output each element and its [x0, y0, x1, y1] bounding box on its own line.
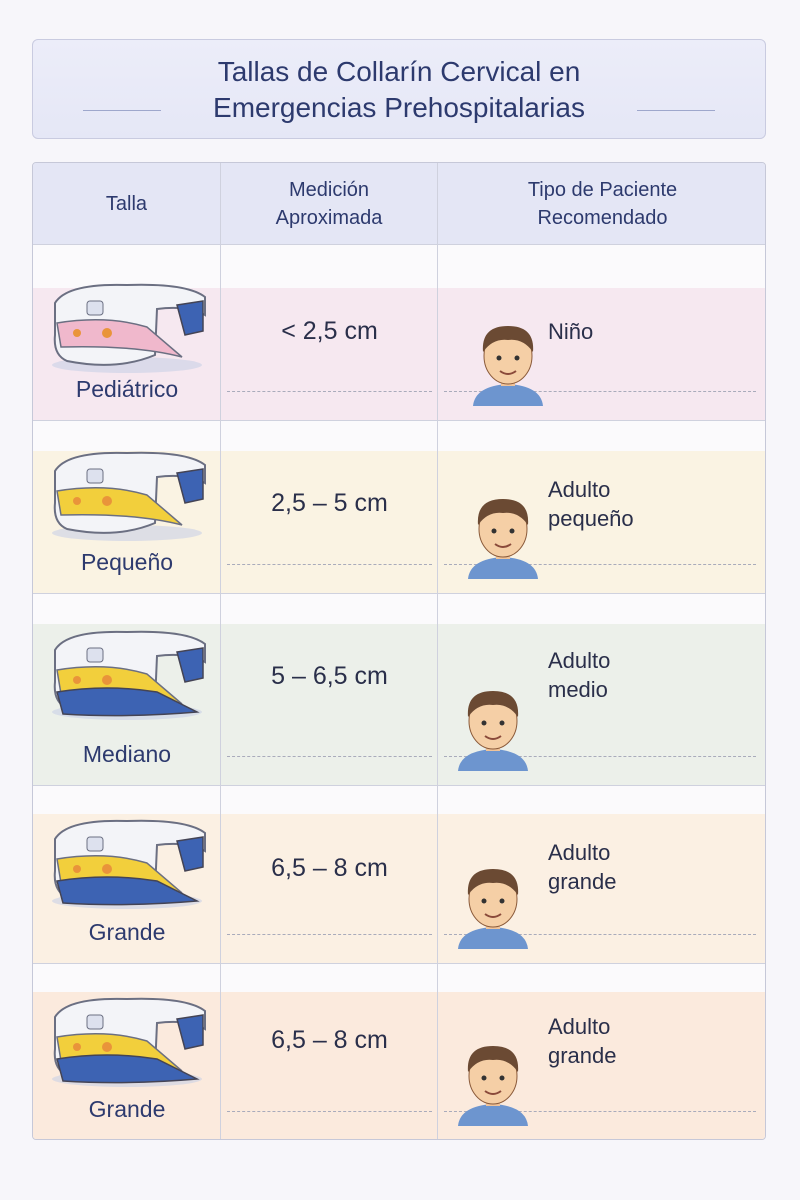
dashed-divider — [444, 934, 756, 935]
dashed-divider — [227, 391, 432, 392]
size-label: Pediátrico — [75, 376, 179, 402]
patient-type-line-2: grande — [548, 869, 617, 894]
dashed-divider — [227, 1111, 432, 1112]
dashed-divider — [444, 391, 756, 392]
measurement-value: 6,5 – 8 cm — [271, 854, 388, 882]
child-avatar-icon — [473, 326, 543, 406]
measurement-cell — [221, 594, 438, 785]
large-collar-icon — [52, 819, 206, 909]
small-collar-icon — [52, 451, 206, 541]
title-banner: Tallas de Collarín Cervical en Emergenci… — [32, 39, 766, 139]
patient-type-line-1: Adulto — [548, 840, 611, 865]
patient-type-line-1: Niño — [548, 319, 594, 344]
size-cell — [33, 964, 221, 1139]
divider — [637, 110, 715, 111]
measurement-value: 5 – 6,5 cm — [271, 662, 388, 690]
size-cell — [33, 421, 221, 593]
patient-type: Adulto pequeño — [548, 475, 634, 533]
measurement-cell — [221, 964, 438, 1139]
measurement-value: 6,5 – 8 cm — [271, 1026, 388, 1054]
table-row: Mediano 5 – 6,5 cm Adulto medio — [33, 594, 765, 786]
size-cell — [33, 786, 221, 963]
size-label: Grande — [88, 1096, 166, 1122]
dashed-divider — [227, 564, 432, 565]
patient-type-line-1: Adulto — [548, 648, 611, 673]
large-collar-icon — [52, 997, 206, 1087]
measurement-cell — [221, 245, 438, 420]
patient-type-line-2: pequeño — [548, 506, 634, 531]
size-label: Pequeño — [80, 549, 174, 575]
table-row: Pediátrico < 2,5 cm Niño — [33, 245, 765, 421]
size-label: Grande — [88, 919, 166, 945]
table-row: Grande 6,5 – 8 cm Adulto grande — [33, 786, 765, 964]
adult-avatar-icon — [458, 691, 528, 771]
dashed-divider — [227, 756, 432, 757]
patient-type: Niño — [548, 317, 593, 346]
table-row: Grande 6,5 – 8 cm Adulto grande — [33, 964, 765, 1139]
adult-avatar-icon — [458, 1046, 528, 1126]
dashed-divider — [227, 934, 432, 935]
patient-type: Adulto medio — [548, 646, 610, 704]
table-row: Pequeño 2,5 – 5 cm Adulto pequeño — [33, 421, 765, 594]
header-patient: Tipo de Paciente Recomendado — [527, 178, 678, 229]
size-cell — [33, 594, 221, 785]
dashed-divider — [444, 564, 756, 565]
adult-avatar-icon — [458, 869, 528, 949]
patient-type-line-1: Adulto — [548, 1014, 611, 1039]
table-header: Talla Medición Aproximada Tipo de Pacien… — [33, 163, 765, 245]
header-measurement: Medición Aproximada — [221, 163, 438, 244]
title-line-2: Emergencias Prehospitalarias — [213, 92, 585, 123]
dashed-divider — [444, 1111, 756, 1112]
patient-type-line-1: Adulto — [548, 477, 611, 502]
patient-type: Adulto grande — [548, 838, 617, 896]
size-cell — [33, 245, 221, 420]
measurement-value: 2,5 – 5 cm — [271, 489, 388, 517]
measurement-value: < 2,5 cm — [281, 317, 378, 345]
medium-collar-icon — [52, 630, 206, 720]
patient-type-line-2: grande — [548, 1043, 617, 1068]
title-line-1: Tallas de Collarín Cervical en — [217, 56, 581, 87]
pediatric-collar-icon — [52, 283, 206, 373]
dashed-divider — [444, 756, 756, 757]
measurement-cell — [221, 786, 438, 963]
patient-type: Adulto grande — [548, 1012, 617, 1070]
size-table: Talla Medición Aproximada Tipo de Pacien… — [32, 162, 766, 1140]
patient-type-line-2: medio — [548, 677, 608, 702]
measurement-cell — [221, 421, 438, 593]
adult-avatar-icon — [468, 499, 538, 579]
header-size: Talla — [33, 163, 221, 244]
divider — [83, 110, 161, 111]
size-label: Mediano — [82, 741, 172, 767]
